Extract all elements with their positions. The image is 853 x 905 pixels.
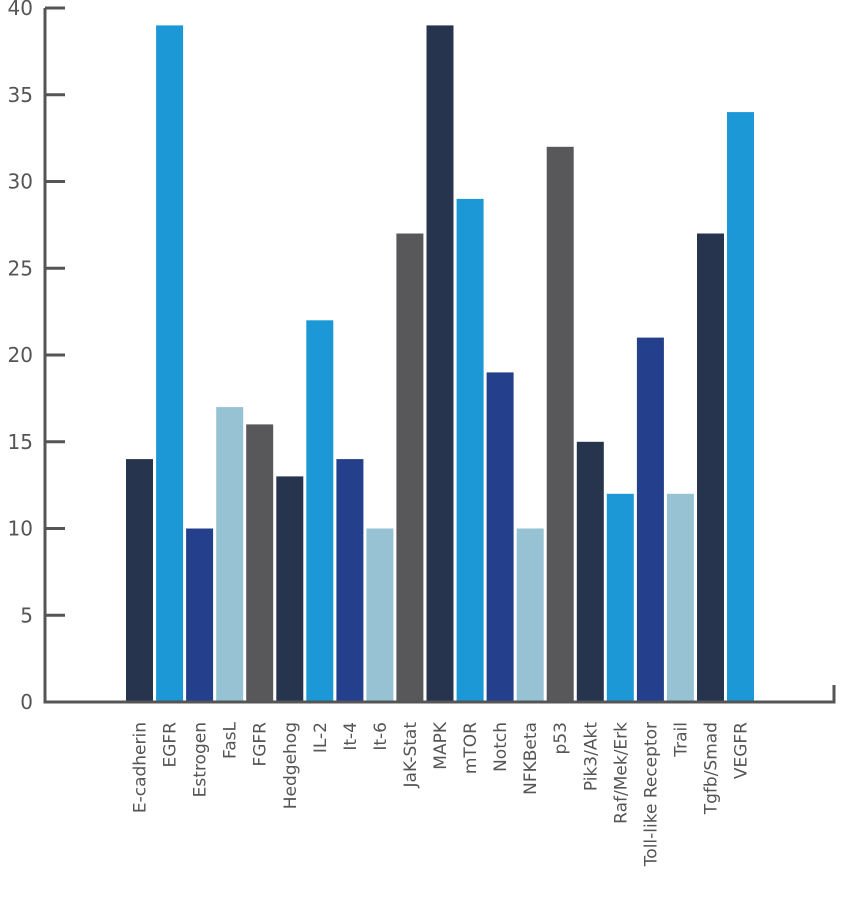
y-tick-label: 30	[8, 170, 33, 194]
bar-egfr	[156, 25, 184, 702]
x-category-label: It-6	[371, 722, 391, 751]
x-category-label: It-4	[341, 722, 361, 751]
x-category-label: FasL	[221, 721, 241, 758]
y-tick-label: 20	[8, 343, 33, 367]
x-category-label: MAPK	[431, 721, 451, 770]
bar-notch	[486, 372, 514, 702]
bar-fasl	[216, 407, 244, 702]
x-category-label: NFKBeta	[521, 722, 541, 795]
bar-e-cadherin	[126, 459, 153, 702]
bar-vegfr	[727, 112, 754, 703]
bar-hedgehog	[276, 476, 304, 702]
y-tick-label: 0	[20, 690, 33, 714]
x-category-label: Tgfb/Smad	[701, 722, 721, 815]
bars-group	[126, 25, 754, 703]
bar-pik3-akt	[576, 441, 604, 703]
bar-estrogen	[186, 528, 214, 702]
y-ticks-group: 0 5 10 15 20 25 30 35 40	[8, 0, 65, 714]
x-category-label: Notch	[491, 722, 511, 772]
x-category-label: EGFR	[161, 722, 181, 768]
bar-p53	[546, 146, 574, 703]
bar-it-4	[336, 459, 364, 702]
bar-il-2	[306, 320, 334, 702]
x-category-label: Pik3/Akt	[581, 722, 601, 791]
x-category-label: JaK-Stat	[401, 722, 421, 789]
y-tick-label: 5	[20, 603, 33, 627]
bar-jak-stat	[396, 233, 424, 702]
x-category-label: VEGFR	[732, 722, 752, 779]
x-category-label: Hedgehog	[281, 722, 301, 809]
bar-mtor	[456, 198, 484, 702]
bar-toll-like-receptor	[636, 337, 664, 702]
x-category-label: IL-2	[311, 722, 331, 753]
y-tick-label: 15	[8, 430, 33, 454]
bar-nfkbeta	[516, 528, 544, 702]
bar-tgfb-smad	[697, 233, 724, 702]
bar-fgfr	[246, 424, 274, 702]
y-tick-label: 10	[8, 517, 33, 541]
x-category-label: Estrogen	[191, 722, 211, 797]
x-category-label: E-cadherin	[131, 722, 151, 813]
bar-raf-mek-erk	[606, 493, 634, 702]
x-category-label: mTOR	[461, 722, 481, 774]
x-category-label: p53	[551, 722, 571, 754]
y-tick-label: 40	[8, 0, 33, 20]
x-category-label: Raf/Mek/Erk	[611, 722, 631, 824]
bar-trail	[666, 493, 694, 702]
bar-it-6	[366, 528, 394, 702]
x-labels-group: E-cadherin EGFR Estrogen FasL FGFR Hedgehog IL…	[131, 721, 752, 867]
x-category-label: FGFR	[251, 722, 271, 767]
y-tick-label: 25	[8, 256, 33, 280]
x-category-label: Trail	[671, 722, 691, 758]
y-tick-label: 35	[8, 83, 33, 107]
x-category-label: Toll-like Receptor	[641, 722, 661, 867]
bar-mapk	[426, 25, 454, 702]
